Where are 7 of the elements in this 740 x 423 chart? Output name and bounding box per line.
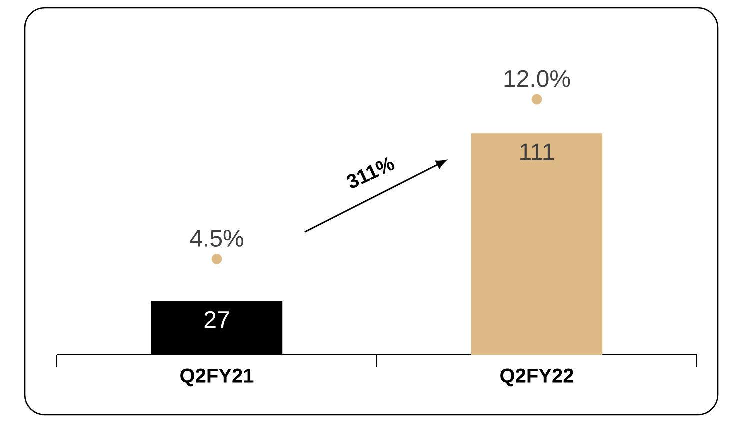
data-label: 111	[520, 144, 554, 160]
data-label: 12.0%	[504, 70, 570, 88]
data-label: 4.5%	[190, 230, 244, 247]
annotation: 311%	[346, 157, 395, 188]
data-label: 27	[204, 311, 230, 328]
x-tick-label: Q2FY21	[180, 368, 254, 387]
x-tick-label: Q2FY22	[500, 368, 574, 387]
